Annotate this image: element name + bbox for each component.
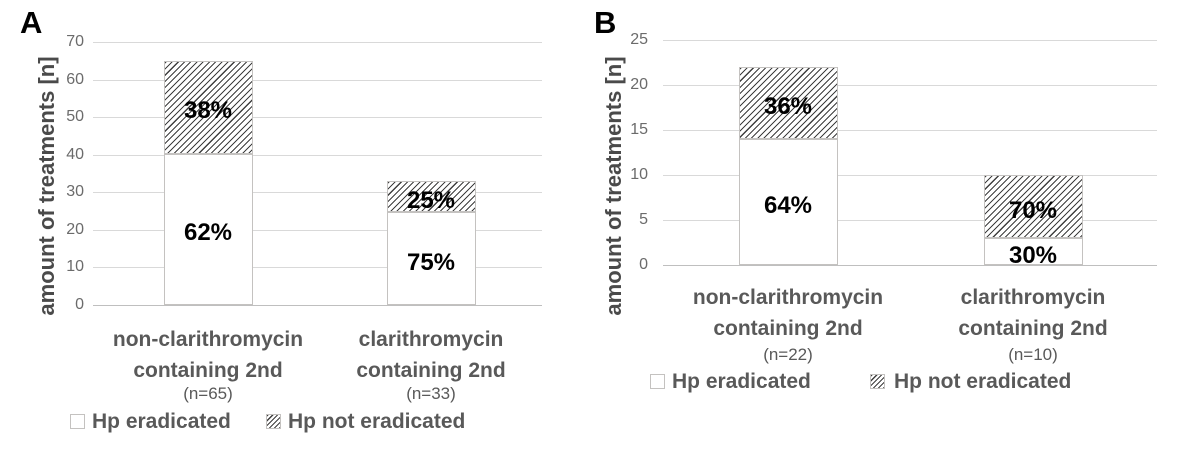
y-tick-label: 0 bbox=[639, 256, 648, 273]
percent-label: 62% bbox=[183, 219, 233, 247]
category-label-line1: clarithromycin bbox=[960, 286, 1106, 309]
gridline bbox=[93, 117, 542, 119]
y-tick-label: 20 bbox=[66, 220, 84, 238]
category-label-line2: containing 2nd bbox=[958, 317, 1108, 340]
legend-swatch-hatched bbox=[870, 374, 885, 389]
y-tick-label: 5 bbox=[639, 211, 648, 228]
y-axis-title: amount of treatments [n] bbox=[601, 56, 626, 316]
gridline bbox=[663, 175, 1157, 176]
panel-b: 0 5 10 15 20 25 64% 36% non-clarithromycin contai… bbox=[594, 0, 1200, 463]
category-label-line2: containing 2nd bbox=[713, 317, 863, 340]
gridline bbox=[93, 192, 542, 194]
category-label-line1: clarithromycin bbox=[358, 328, 504, 351]
legend-swatch-plain bbox=[650, 374, 665, 389]
y-tick-label: 50 bbox=[66, 108, 84, 126]
y-tick-label: 10 bbox=[66, 258, 84, 276]
percent-label: 36% bbox=[763, 93, 813, 120]
legend-label: Hp not eradicated bbox=[894, 370, 1072, 393]
gridline bbox=[663, 130, 1157, 131]
percent-label: 75% bbox=[406, 248, 456, 276]
gridline bbox=[93, 267, 542, 269]
bar-segment-hp-eradicated bbox=[163, 153, 253, 305]
category-label-line1: non-clarithromycin bbox=[112, 328, 304, 351]
category-label-line2: containing 2nd bbox=[133, 359, 283, 382]
bar-segment-hp-eradicated bbox=[738, 139, 838, 265]
bar-segment-hp-not-eradicated bbox=[386, 181, 476, 212]
gridline bbox=[93, 79, 542, 81]
legend-label: Hp not eradicated bbox=[288, 410, 466, 433]
legend-label: Hp eradicated bbox=[92, 410, 231, 433]
percent-label: 30% bbox=[1008, 241, 1058, 269]
y-tick-label: 40 bbox=[66, 145, 84, 163]
y-axis-title: amount of treatments [n] bbox=[34, 56, 59, 316]
x-axis-line bbox=[93, 305, 542, 306]
y-tick-label: 25 bbox=[630, 31, 648, 48]
percent-label: 64% bbox=[763, 192, 813, 219]
y-tick-label: 30 bbox=[66, 183, 84, 201]
sample-size-label: (n=10) bbox=[1008, 345, 1058, 364]
category-label-line2: containing 2nd bbox=[356, 359, 506, 382]
sample-size-label: (n=22) bbox=[763, 345, 813, 364]
legend-swatch-plain bbox=[70, 414, 85, 429]
percent-label: 70% bbox=[1008, 196, 1058, 224]
percent-label: 25% bbox=[406, 186, 456, 214]
sample-size-label: (n=33) bbox=[406, 384, 456, 403]
y-tick-label: 20 bbox=[630, 76, 648, 93]
panel-letter: A bbox=[20, 5, 43, 40]
percent-label: 38% bbox=[183, 97, 233, 125]
bar-segment-hp-not-eradicated bbox=[983, 175, 1083, 238]
y-tick-label: 10 bbox=[630, 166, 648, 183]
bar-segment-hp-not-eradicated bbox=[738, 67, 838, 139]
x-axis-line bbox=[663, 265, 1157, 266]
gridline bbox=[663, 85, 1157, 86]
gridline bbox=[93, 42, 542, 43]
y-tick-label: 0 bbox=[75, 296, 84, 313]
y-tick-label: 60 bbox=[66, 70, 84, 88]
bar-segment-hp-eradicated bbox=[386, 212, 476, 305]
gridline bbox=[93, 154, 542, 156]
legend-label: Hp eradicated bbox=[672, 370, 811, 393]
bar-segment-hp-eradicated bbox=[983, 238, 1083, 265]
gridline bbox=[663, 220, 1157, 221]
y-tick-label: 70 bbox=[66, 33, 84, 50]
sample-size-label: (n=65) bbox=[183, 384, 233, 403]
gridline bbox=[663, 40, 1157, 41]
panel-a: 0 10 20 30 40 50 60 70 62% 38% non-clarithromycin c… bbox=[20, 5, 542, 433]
legend-swatch-hatched bbox=[266, 414, 281, 429]
y-tick-label: 15 bbox=[630, 121, 648, 138]
category-label-line1: non-clarithromycin bbox=[692, 286, 884, 309]
panel-letter: B bbox=[594, 5, 617, 40]
bar-segment-hp-not-eradicated bbox=[163, 60, 253, 154]
gridline bbox=[93, 229, 542, 231]
